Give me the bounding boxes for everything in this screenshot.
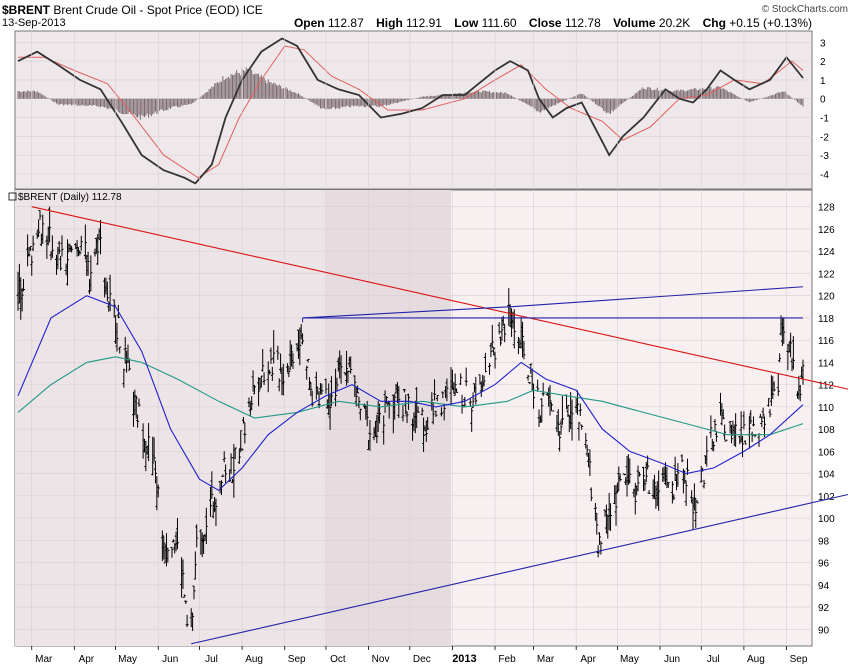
change-value: +0.15 (+0.13%)	[729, 16, 812, 30]
price-tick-label: 110	[818, 403, 834, 414]
price-tick-label: 128	[818, 203, 835, 214]
price-tick-label: 104	[818, 470, 835, 481]
change-label: Chg	[702, 16, 726, 30]
volume-label: Volume	[613, 16, 656, 30]
trend-line-red	[31, 206, 849, 390]
long-moving-average	[17, 356, 804, 436]
macd-tick-label: -3	[820, 151, 829, 162]
price-panel-label: $BRENT (Daily) 112.78	[18, 192, 122, 203]
price-tick-label: 108	[818, 425, 835, 436]
price-tick-label: 124	[818, 247, 835, 258]
macd-panel: -4 -3 -2 -1 0 1 2 3	[14, 30, 829, 190]
price-tick-label: 92	[818, 603, 830, 614]
price-tick-label: 116	[818, 336, 834, 347]
x-tick-label: Sep	[288, 654, 306, 665]
x-tick-label: Apr	[580, 654, 596, 665]
close-label: Close	[528, 16, 562, 30]
macd-tick-label: -1	[820, 114, 829, 125]
macd-tick-label: -2	[820, 132, 829, 143]
price-tick-label: 102	[818, 492, 835, 503]
instrument-name: Brent Crude Oil - Spot Price (EOD)	[53, 3, 240, 17]
low-label: Low	[454, 16, 479, 30]
price-tick-label: 126	[818, 225, 835, 236]
symbol: $BRENT	[2, 3, 51, 17]
high-label: High	[376, 16, 403, 30]
price-tick-label: 90	[818, 625, 830, 636]
x-tick-label: Jul	[205, 654, 218, 665]
high-value: 112.91	[406, 16, 442, 30]
x-tick-label: Dec	[413, 654, 431, 665]
price-tick-label: 112	[818, 381, 834, 392]
x-tick-label: May	[620, 654, 639, 665]
chart-title: $BRENT Brent Crude Oil - Spot Price (EOD…	[2, 3, 263, 17]
x-tick-label: Jun	[162, 654, 178, 665]
x-tick-label: Aug	[747, 654, 765, 665]
x-tick-label: Aug	[245, 654, 263, 665]
price-tick-label: 94	[818, 581, 830, 592]
price-panel: 90 92 94 96 98 100 102 104 106 108 110 112 114 116 118…	[14, 189, 849, 647]
x-tick-label: Mar	[537, 654, 555, 665]
shaded-region-2012-early	[15, 190, 326, 646]
macd-tick-label: 3	[820, 38, 826, 49]
price-tick-label: 106	[818, 447, 835, 458]
trend-line-upper-blue-extension	[510, 286, 804, 308]
x-tick-label: Oct	[330, 654, 346, 665]
x-tick-label: Jun	[664, 654, 680, 665]
x-tick-label: Sep	[790, 654, 808, 665]
x-tick-label: Nov	[372, 654, 390, 665]
price-tick-label: 118	[818, 314, 834, 325]
x-tick-label: May	[118, 654, 137, 665]
macd-line	[17, 37, 804, 185]
macd-tick-label: 0	[820, 95, 826, 106]
x-tick-label: Mar	[35, 654, 53, 665]
candlestick-icon	[8, 192, 17, 201]
volume-value: 20.2K	[658, 16, 691, 30]
price-tick-label: 122	[818, 269, 835, 280]
brand-watermark: © StockCharts.com	[761, 4, 848, 15]
price-tick-label: 98	[818, 536, 830, 547]
close-value: 112.78	[564, 16, 601, 30]
macd-tick-label: 1	[820, 76, 826, 87]
macd-tick-label: -4	[820, 170, 829, 181]
price-tick-label: 100	[818, 514, 835, 525]
x-tick-label: Feb	[498, 654, 516, 665]
x-tick-label: 2013	[452, 653, 476, 665]
trend-line-lower-blue	[191, 493, 849, 645]
macd-tick-label: 2	[820, 57, 826, 68]
exchange: ICE	[242, 3, 263, 17]
x-tick-label: Jul	[707, 654, 720, 665]
short-moving-average	[17, 295, 804, 491]
shaded-region-q4	[325, 190, 452, 646]
trend-line-upper-blue	[302, 306, 511, 319]
price-tick-label: 96	[818, 559, 830, 570]
price-tick-label: 120	[818, 292, 835, 303]
price-tick-label: 114	[818, 358, 834, 369]
x-tick-label: Apr	[79, 654, 95, 665]
macd-signal-line	[18, 45, 804, 179]
x-axis: Mar Apr May Jun Jul Aug Sep Oct Nov Dec 2013 Feb Mar…	[31, 646, 808, 665]
open-label: Open	[293, 16, 325, 30]
low-value: 111.60	[481, 16, 517, 30]
quote-summary: Open 112.87 High 112.91 Low 111.60 Close…	[294, 16, 812, 30]
chart-date: 13-Sep-2013	[2, 17, 66, 29]
open-value: 112.87	[327, 16, 364, 30]
